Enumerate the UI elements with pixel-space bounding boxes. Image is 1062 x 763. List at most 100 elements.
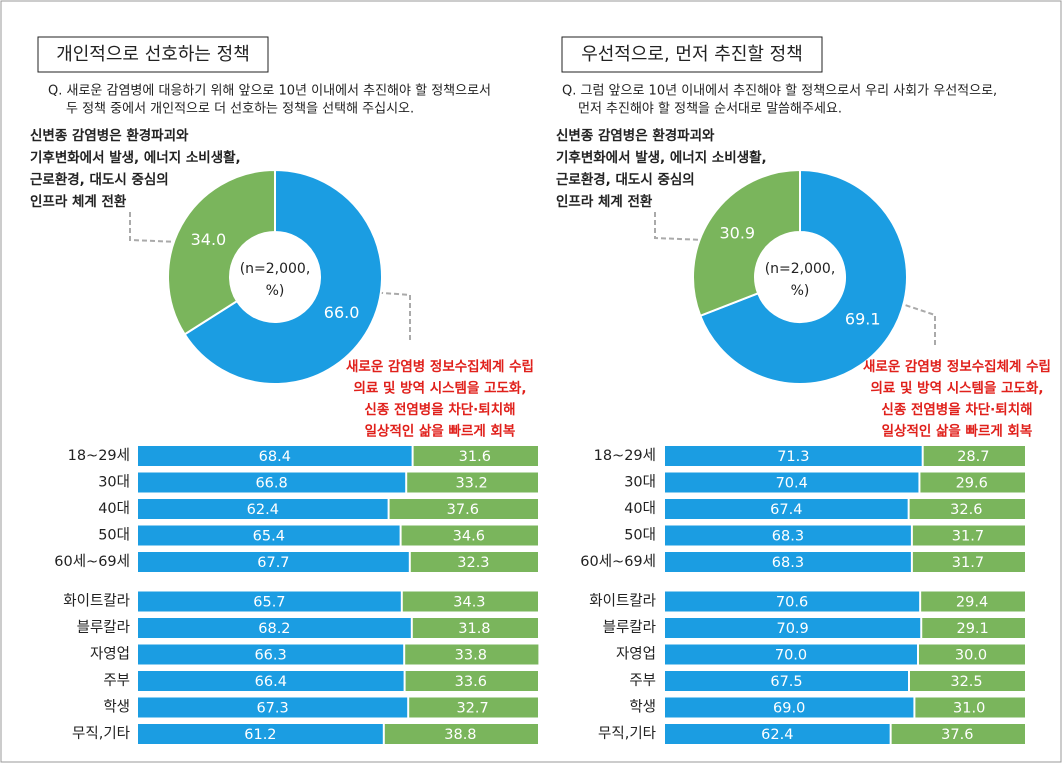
annotation: 인프라 체계 전환 [30, 193, 127, 210]
annotation: 신종 전염병을 차단·퇴치해 [881, 401, 1032, 418]
center-label: (n=2,000, [240, 261, 311, 277]
bar-value-label: 71.3 [777, 449, 809, 465]
category-label: 화이트칼라 [63, 593, 130, 610]
leader-line [904, 304, 936, 345]
bar-segment [665, 552, 911, 572]
bar-value-label: 67.3 [256, 701, 288, 717]
question: Q. 그럼 앞으로 10년 이내에서 추진해야 할 정책으로서 우리 사회가 우… [562, 84, 997, 99]
bar-segment [138, 472, 406, 493]
bar-segment [138, 644, 404, 665]
bar-segment [401, 525, 538, 546]
bar-value-label: 70.9 [776, 621, 808, 637]
bar-segment [665, 525, 911, 546]
bar-segment [891, 724, 1025, 744]
bar-segment [413, 446, 538, 466]
annotation: 새로운 감염병 정보수집체계 수립 [346, 358, 534, 375]
annotation: 기후변화에서 발생, 에너지 소비생활, [30, 149, 241, 166]
category-label: 학생 [629, 699, 656, 716]
bar-value-label: 70.4 [776, 476, 808, 492]
bar-segment [384, 724, 538, 744]
annotation: 의료 및 방역 시스템을 고도화, [871, 380, 1044, 397]
bar-segment [138, 724, 383, 744]
category-label: 무직,기타 [72, 725, 130, 742]
center-label: %) [266, 283, 285, 299]
category-label: 40대 [624, 500, 656, 517]
bar-segment [405, 671, 538, 691]
bar-segment [912, 525, 1025, 546]
bar-segment [389, 499, 538, 519]
bar-segment [665, 472, 919, 493]
bar-segment [919, 644, 1025, 665]
bar-segment [665, 446, 922, 466]
bar-value-label: 65.4 [253, 529, 285, 545]
bar-value-label: 67.5 [770, 674, 802, 690]
bar-segment [138, 591, 401, 612]
bar-value-label: 66.4 [255, 674, 287, 690]
bar-value-label: 34.3 [453, 595, 485, 611]
bar-value-label: 32.7 [456, 701, 488, 717]
panel-title: 우선적으로, 먼저 추진할 정책 [581, 44, 803, 65]
bar-value-label: 29.4 [956, 595, 988, 611]
bar-value-label: 30.0 [955, 648, 987, 664]
annotation: 근로환경, 대도시 중심의 [556, 171, 695, 188]
bar-value-label: 31.7 [952, 529, 984, 545]
bar-segment [665, 724, 890, 744]
bar-segment [412, 618, 538, 638]
bar-value-label: 29.6 [956, 476, 988, 492]
bar-segment [909, 499, 1025, 519]
category-label: 18~29세 [594, 447, 656, 464]
bar-value-label: 32.3 [457, 555, 489, 571]
category-label: 40대 [98, 500, 130, 517]
bar-segment [665, 697, 914, 718]
category-label: 블루칼라 [603, 619, 656, 636]
bar-value-label: 69.0 [773, 701, 805, 717]
bar-segment [138, 697, 408, 718]
bar-value-label: 70.6 [776, 595, 808, 611]
center-label: (n=2,000, [765, 261, 836, 277]
bar-segment [138, 618, 411, 638]
bar-segment [410, 552, 538, 572]
donut-slice [698, 168, 908, 385]
bar-segment [405, 644, 539, 665]
bar-value-label: 67.4 [770, 502, 802, 518]
annotation: 일상적인 삶을 빠르게 회복 [365, 423, 516, 440]
category-label: 30대 [624, 474, 656, 491]
question: 두 정책 중에서 개인적으로 더 선호하는 정책을 선택해 주십시오. [66, 102, 414, 117]
bar-value-label: 28.7 [957, 449, 989, 465]
bar-segment [910, 671, 1025, 691]
category-label: 자영업 [616, 646, 656, 663]
bar-segment [921, 591, 1025, 612]
bar-value-label: 62.4 [761, 727, 793, 743]
bar-value-label: 38.8 [444, 727, 476, 743]
bar-segment [920, 472, 1025, 493]
bar-value-label: 68.4 [259, 449, 291, 465]
annotation: 새로운 감염병 정보수집체계 수립 [863, 358, 1051, 375]
bar-value-label: 32.6 [950, 502, 982, 518]
bar-value-label: 66.8 [255, 476, 287, 492]
bar-segment [922, 618, 1025, 638]
bar-value-label: 65.7 [253, 595, 285, 611]
title-box [561, 36, 823, 73]
annotation: 신변종 감염병은 환경파괴와 [30, 127, 189, 144]
bar-segment [409, 697, 538, 718]
annotation: 일상적인 삶을 빠르게 회복 [882, 423, 1033, 440]
annotation: 근로환경, 대도시 중심의 [30, 171, 169, 188]
bar-segment [138, 499, 388, 519]
bar-value-label: 67.7 [257, 555, 289, 571]
bar-segment [923, 446, 1025, 466]
annotation: 신종 전염병을 차단·퇴치해 [364, 401, 515, 418]
bar-value-label: 37.6 [447, 502, 479, 518]
donut-slice [167, 168, 276, 336]
category-label: 50대 [624, 527, 656, 544]
slice-label: 69.1 [845, 309, 881, 328]
bar-value-label: 66.3 [254, 648, 286, 664]
donut-slice [692, 168, 801, 318]
bar-value-label: 61.2 [244, 727, 276, 743]
center-label: %) [791, 283, 810, 299]
bar-value-label: 33.6 [455, 674, 487, 690]
bar-value-label: 32.5 [950, 674, 982, 690]
bar-segment [138, 671, 404, 691]
category-label: 블루칼라 [77, 619, 130, 636]
